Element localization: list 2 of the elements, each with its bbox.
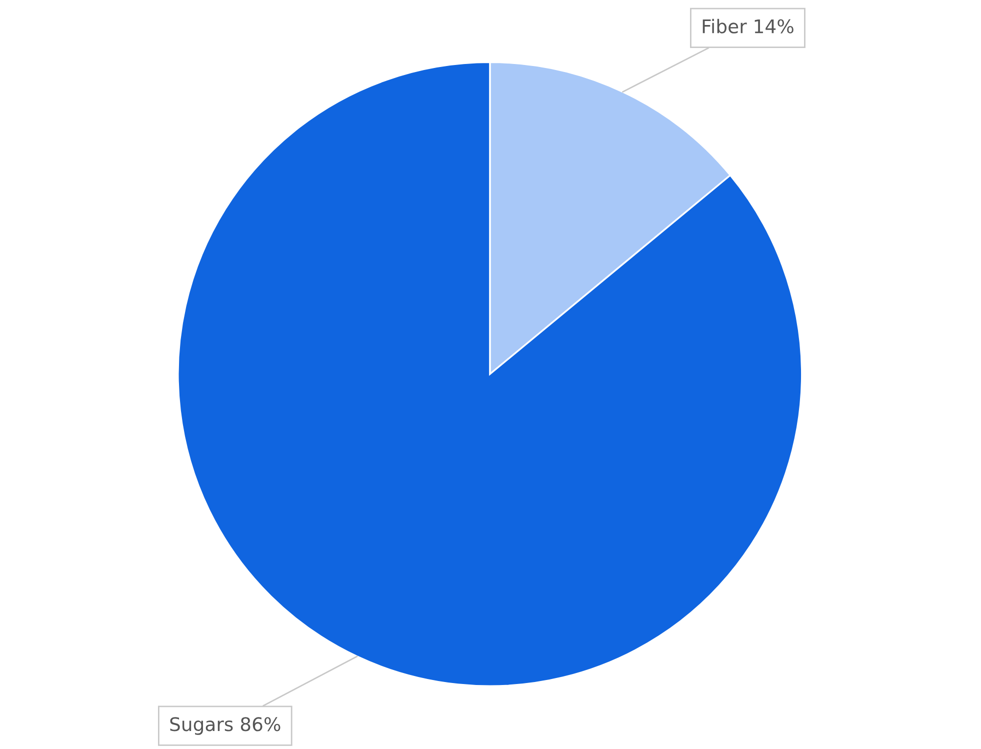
slice-label: Sugars 86% bbox=[170, 717, 280, 735]
slice-label: Fiber 14% bbox=[702, 18, 794, 34]
